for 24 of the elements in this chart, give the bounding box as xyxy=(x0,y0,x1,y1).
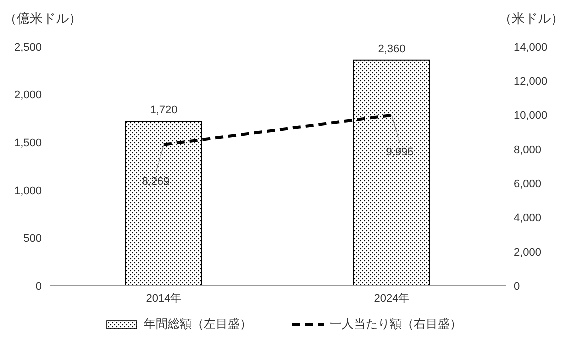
y-tick-label: 2,500 xyxy=(14,42,42,54)
x-tick-label: 2024年 xyxy=(374,292,410,305)
y2-tick-label: 12,000 xyxy=(514,76,548,88)
y-tick-label: 1,000 xyxy=(14,185,42,198)
data-label: 1,720 xyxy=(150,104,178,117)
data-label: 8,269 xyxy=(142,176,170,188)
y-axis-title: （億米ドル） xyxy=(4,10,82,28)
y2-axis-title: （米ドル） xyxy=(499,10,564,28)
y2-tick-label: 10,000 xyxy=(514,110,548,122)
y2-tick-label: 4,000 xyxy=(514,212,542,225)
y-tick-label: 500 xyxy=(24,233,42,246)
y2-tick-label: 8,000 xyxy=(514,144,542,156)
legend-label: 一人当たり額（右目盛） xyxy=(329,316,462,333)
y-tick-label: 2,000 xyxy=(14,90,42,102)
y2-tick-label: 6,000 xyxy=(514,178,542,190)
legend-label: 年間総額（左目盛） xyxy=(143,316,252,333)
y-tick-label: 1,500 xyxy=(14,138,42,150)
y2-tick-label: 14,000 xyxy=(514,42,548,54)
data-label: 2,360 xyxy=(378,43,406,56)
y-tick-label: 0 xyxy=(36,280,42,293)
data-label: 9,995 xyxy=(386,146,414,158)
x-tick-label: 2014年 xyxy=(146,292,182,305)
y2-tick-label: 2,000 xyxy=(514,246,542,259)
y2-tick-label: 0 xyxy=(514,280,520,293)
